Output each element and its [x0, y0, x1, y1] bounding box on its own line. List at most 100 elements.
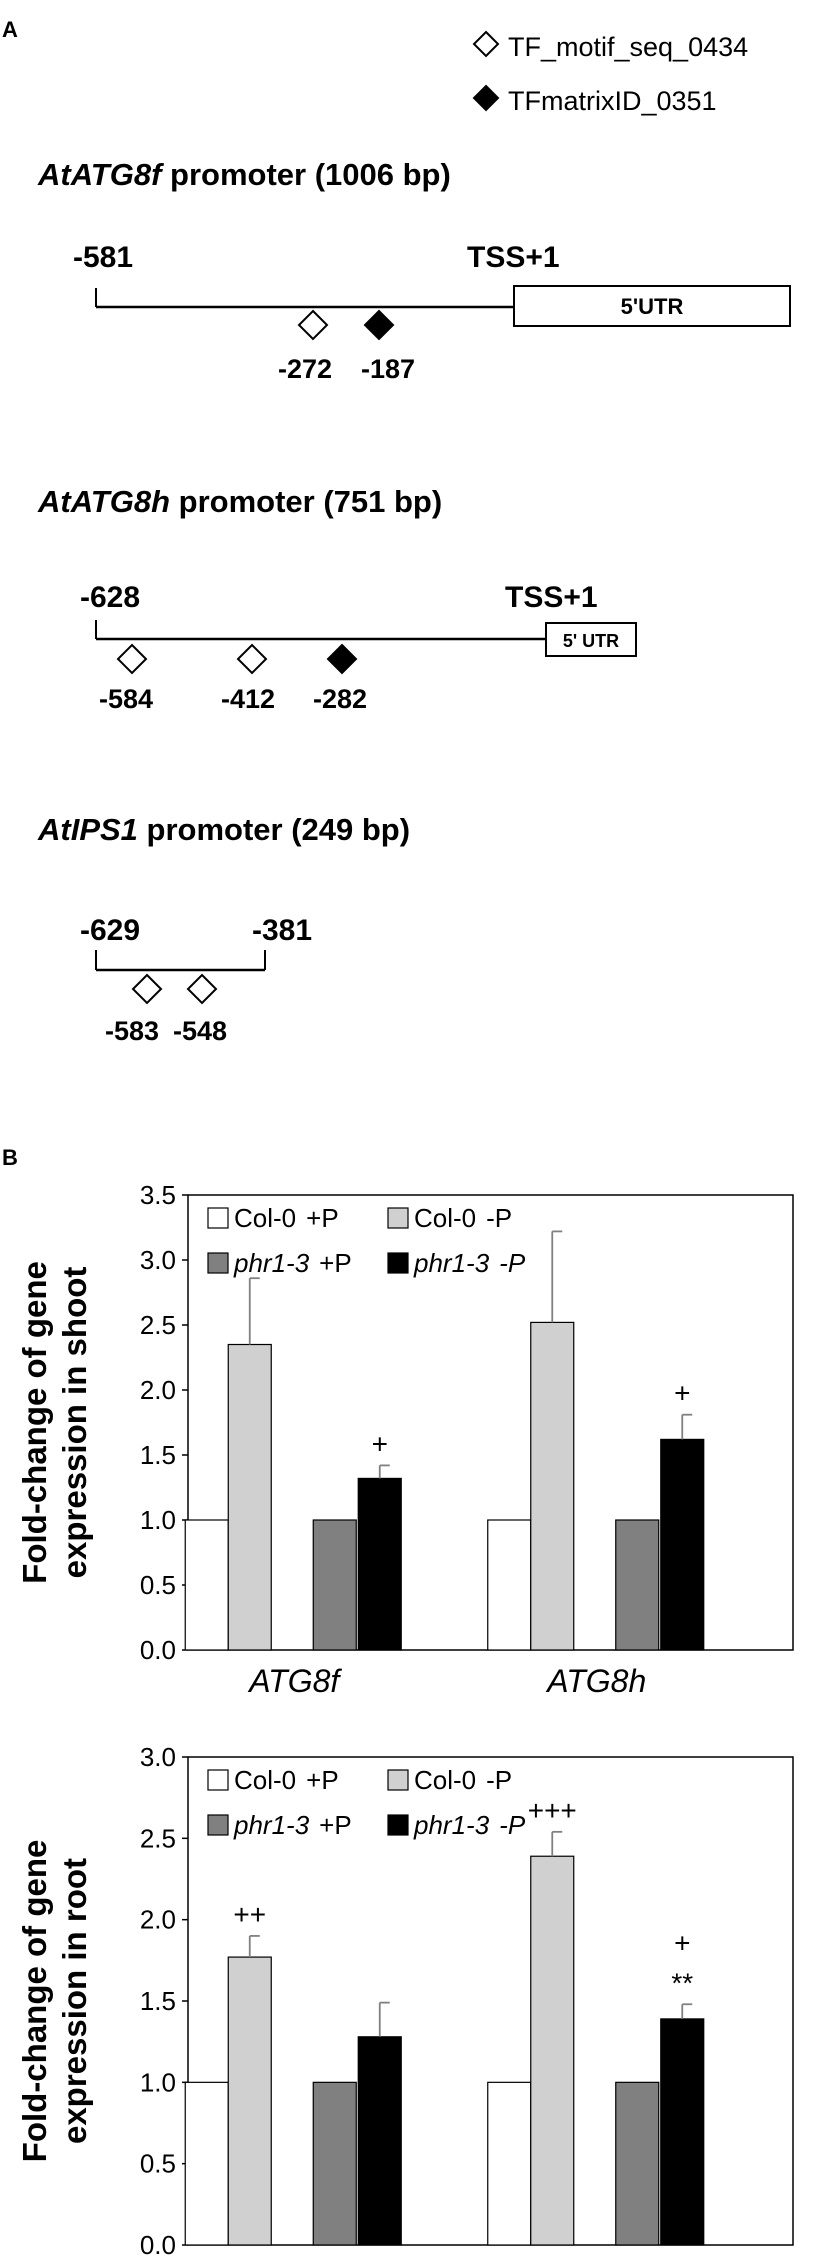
promoter-atg8f: AtATG8f promoter (1006 bp) -581 TSS+1 5'…	[37, 157, 791, 384]
bar-phr1-plusP	[312, 2081, 357, 2246]
significance-marker: +	[372, 1428, 388, 1459]
promoter-title: AtATG8f promoter (1006 bp)	[37, 157, 451, 192]
legend-label: Col-0 -P	[414, 1203, 512, 1233]
chart-legend: Col-0 +P Col-0 -P phr1-3 +P phr1-3 -P	[207, 1765, 526, 1840]
utr-label: 5' UTR	[563, 631, 619, 651]
start-position-label: -581	[73, 241, 133, 274]
y-tick-label: 0.5	[140, 1570, 176, 1600]
promoter-length: promoter (751 bp)	[170, 484, 442, 519]
site-label: -187	[361, 354, 415, 384]
y-axis-title-line: Fold-change of gene	[16, 1261, 53, 1584]
open-diamond-icon	[236, 643, 268, 675]
legend-genotype: Col-0	[414, 1203, 476, 1233]
legend-swatch-col0-minusP	[387, 1207, 409, 1229]
end-position-label: -381	[252, 914, 312, 947]
category-label: ATG8h	[545, 2258, 646, 2260]
legend-label: phr1-3 +P	[233, 1810, 352, 1840]
y-tick-label: 2.0	[140, 1375, 176, 1405]
site-label: -583	[105, 1016, 159, 1046]
bar-col0-plusP	[184, 1519, 229, 1651]
y-tick-label: 0.0	[140, 1635, 176, 1665]
legend-swatch-col0-minusP	[387, 1769, 409, 1791]
legend-genotype: phr1-3	[233, 1248, 310, 1278]
panel-a-label: A	[2, 17, 18, 42]
open-diamond-icon	[186, 973, 218, 1005]
y-tick-label: 2.5	[140, 1310, 176, 1340]
bar-col0-minusP	[530, 1321, 575, 1651]
site-label: -412	[221, 684, 275, 714]
legend-label: phr1-3 -P	[413, 1810, 526, 1840]
significance-marker: +	[674, 1927, 690, 1958]
filled-diamond-icon	[363, 309, 395, 341]
significance-marker: +++	[528, 1795, 577, 1826]
panel-b-label: B	[2, 1145, 18, 1170]
legend-swatch-phr1-minusP	[387, 1814, 409, 1836]
promoter-atips1: AtIPS1 promoter (249 bp) -629 -381 -583 …	[37, 812, 410, 1046]
y-axis-title: Fold-change of geneexpression in shoot	[16, 1261, 93, 1584]
site-label: -272	[278, 354, 332, 384]
start-position-label: -628	[80, 581, 140, 614]
gene-name: AtATG8f	[37, 157, 164, 192]
filled-diamond-icon	[472, 84, 500, 112]
y-tick-label: 1.0	[140, 2067, 176, 2097]
y-tick-label: 3.0	[140, 1245, 176, 1275]
y-axis-title-line: expression in shoot	[56, 1267, 93, 1579]
legend-swatch-phr1-plusP	[207, 1252, 229, 1274]
bar-col0-minusP	[227, 1343, 272, 1651]
y-tick-label: 3.0	[140, 1742, 176, 1772]
category-label: ATG8f	[247, 2258, 342, 2260]
legend-genotype: phr1-3	[413, 1810, 490, 1840]
filled-diamond-icon	[326, 643, 358, 675]
legend-swatch-phr1-plusP	[207, 1814, 229, 1836]
legend-treatment: -P	[499, 1810, 526, 1840]
category-label: ATG8h	[545, 1663, 646, 1699]
y-tick-label: 1.5	[140, 1986, 176, 2016]
legend-swatch-phr1-minusP	[387, 1252, 409, 1274]
y-axis-title-line: Fold-change of gene	[16, 1840, 53, 2163]
open-diamond-icon	[116, 643, 148, 675]
bar-col0-plusP	[487, 2081, 532, 2246]
y-axis-title-line: expression in root	[56, 1858, 93, 2144]
bar-col0-minusP	[227, 1956, 272, 2246]
y-tick-label: 1.5	[140, 1440, 176, 1470]
y-tick-label: 1.0	[140, 1505, 176, 1535]
tss-label: TSS+1	[467, 241, 560, 274]
bar-phr1-plusP	[615, 1519, 660, 1651]
legend-filled-label: TFmatrixID_0351	[508, 86, 717, 116]
legend-label: phr1-3 +P	[233, 1248, 352, 1278]
legend-genotype: Col-0	[414, 1765, 476, 1795]
promoter-title: AtATG8h promoter (751 bp)	[37, 484, 442, 519]
site-label: -282	[313, 684, 367, 714]
promoter-length: promoter (1006 bp)	[161, 157, 450, 192]
legend-genotype: Col-0	[234, 1203, 296, 1233]
bar-phr1-minusP	[660, 1438, 705, 1651]
chart-legend: Col-0 +P Col-0 -P phr1-3 +P phr1-3 -P	[207, 1203, 526, 1278]
y-tick-label: 0.0	[140, 2230, 176, 2260]
promoter-title: AtIPS1 promoter (249 bp)	[37, 812, 410, 847]
y-tick-label: 0.5	[140, 2149, 176, 2179]
legend-treatment: +P	[319, 1810, 352, 1840]
open-diamond-icon	[297, 309, 329, 341]
bar-phr1-minusP	[660, 2018, 705, 2246]
legend-treatment: +P	[319, 1248, 352, 1278]
bar-phr1-minusP	[357, 1477, 402, 1651]
category-label: ATG8f	[247, 1663, 342, 1699]
legend-treatment: -P	[499, 1248, 526, 1278]
legend-treatment: +P	[306, 1203, 339, 1233]
promoter-atg8h: AtATG8h promoter (751 bp) -628 TSS+1 5' …	[37, 484, 637, 714]
legend-treatment: +P	[306, 1765, 339, 1795]
y-tick-label: 2.5	[140, 1823, 176, 1853]
gene-name: AtIPS1	[37, 812, 138, 847]
bar-phr1-plusP	[615, 2081, 660, 2246]
start-position-label: -629	[80, 914, 140, 947]
legend-genotype: phr1-3	[413, 1248, 490, 1278]
site-label: -584	[99, 684, 153, 714]
bar-phr1-minusP	[357, 2036, 402, 2246]
legend-label: Col-0 +P	[234, 1765, 339, 1795]
legend-treatment: -P	[486, 1765, 512, 1795]
bar-col0-plusP	[184, 2081, 229, 2246]
utr-box	[545, 622, 637, 657]
bar-col0-minusP	[530, 1855, 575, 2246]
tss-label: TSS+1	[505, 581, 598, 614]
